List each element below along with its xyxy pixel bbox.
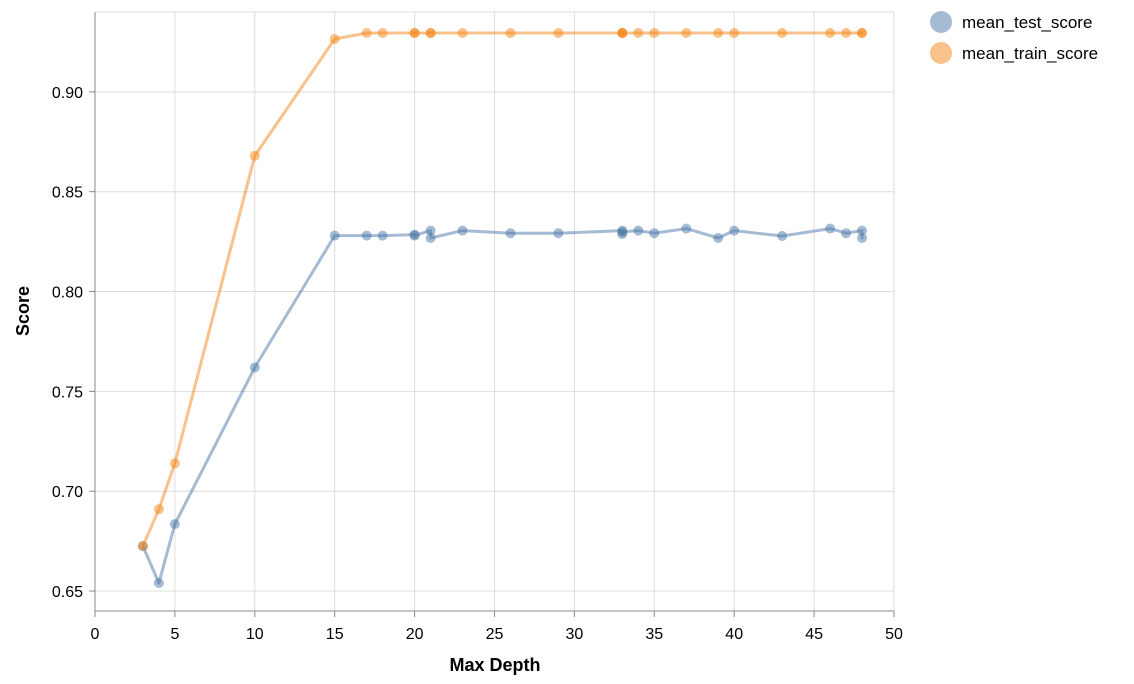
y-axis-title: Score: [13, 286, 33, 336]
data-point-mean_test_score: [649, 228, 660, 239]
data-point-mean_train_score: [169, 458, 180, 469]
grid-lines: [95, 11, 895, 611]
data-point-mean_test_score: [825, 223, 836, 234]
data-point-mean_test_score: [713, 233, 724, 243]
series-line-mean_test_score: [141, 227, 864, 585]
y-tick-label: 0.65: [52, 584, 83, 601]
x-tick-label: 45: [805, 626, 823, 643]
legend-symbol-mean_train_score: [930, 42, 952, 64]
x-tick-label: 15: [326, 626, 344, 643]
x-tick-label: 5: [170, 626, 179, 643]
x-tick-label: 10: [246, 626, 264, 643]
data-point-mean_test_score: [329, 230, 340, 241]
legend-label-mean_test_score: mean_test_score: [962, 13, 1092, 32]
y-tick-label: 0.80: [52, 285, 83, 302]
data-point-mean_test_score: [409, 230, 420, 241]
data-point-mean_test_score: [553, 228, 564, 239]
data-point-mean_test_score: [361, 230, 372, 241]
data-point-mean_train_score: [729, 28, 740, 38]
data-point-mean_train_score: [361, 28, 372, 38]
data-point-mean_train_score: [649, 28, 660, 38]
data-point-mean_train_score: [857, 28, 867, 38]
data-point-mean_train_score: [841, 28, 852, 38]
data-point-mean_test_score: [505, 228, 516, 239]
x-tick-label: 35: [645, 626, 663, 643]
data-point-mean_train_score: [425, 28, 436, 38]
data-point-mean_test_score: [857, 233, 867, 243]
data-point-mean_train_score: [505, 28, 516, 38]
data-point-mean_test_score: [153, 578, 164, 588]
y-tick-label: 0.90: [52, 85, 83, 102]
data-point-mean_train_score: [153, 504, 164, 515]
data-point-mean_test_score: [857, 225, 867, 236]
data-point-mean_train_score: [553, 28, 564, 38]
data-point-mean_train_score: [713, 28, 724, 38]
data-point-mean_train_score: [457, 28, 468, 38]
data-point-mean_test_score: [777, 231, 788, 241]
data-series: [137, 28, 867, 588]
data-point-mean_test_score: [457, 225, 468, 236]
x-tick-label: 20: [406, 626, 424, 643]
data-point-mean_train_score: [329, 34, 340, 44]
data-point-mean_test_score: [633, 225, 644, 236]
y-tick-label: 0.85: [52, 185, 83, 202]
data-point-mean_test_score: [681, 223, 692, 234]
y-tick-label: 0.75: [52, 384, 83, 401]
data-point-mean_test_score: [729, 225, 740, 236]
legend-label-mean_train_score: mean_train_score: [962, 44, 1098, 63]
legend: mean_test_score mean_train_score: [930, 11, 1098, 64]
data-point-mean_train_score: [137, 541, 148, 552]
data-point-mean_test_score: [249, 362, 260, 373]
x-tick-label: 40: [725, 626, 743, 643]
data-point-mean_test_score: [425, 233, 436, 243]
data-point-mean_test_score: [377, 230, 388, 241]
axes: 0 5 10 15 20 25 30 35 40 45 50 0.65 0.70 0.75 0.80 0.85…: [52, 12, 903, 643]
data-point-mean_train_score: [377, 28, 388, 38]
x-axis-title: Max Depth: [449, 655, 540, 675]
x-tick-label: 0: [91, 626, 100, 643]
x-tick-label: 25: [486, 626, 504, 643]
y-tick-label: 0.70: [52, 484, 83, 501]
data-point-mean_train_score: [681, 28, 692, 38]
x-tick-label: 30: [566, 626, 584, 643]
data-point-mean_test_score: [841, 228, 852, 239]
data-point-mean_test_score: [169, 519, 180, 530]
data-point-mean_train_score: [617, 28, 628, 38]
data-point-mean_test_score: [425, 225, 436, 236]
series-line-mean_train_score: [141, 31, 864, 548]
x-tick-label: 50: [885, 626, 903, 643]
data-point-mean_train_score: [825, 28, 836, 38]
data-point-mean_train_score: [633, 28, 644, 38]
data-point-mean_train_score: [409, 28, 420, 38]
data-point-mean_test_score: [617, 227, 628, 237]
data-point-mean_train_score: [249, 150, 260, 161]
data-point-mean_train_score: [777, 28, 788, 38]
legend-symbol-mean_test_score: [930, 11, 952, 33]
